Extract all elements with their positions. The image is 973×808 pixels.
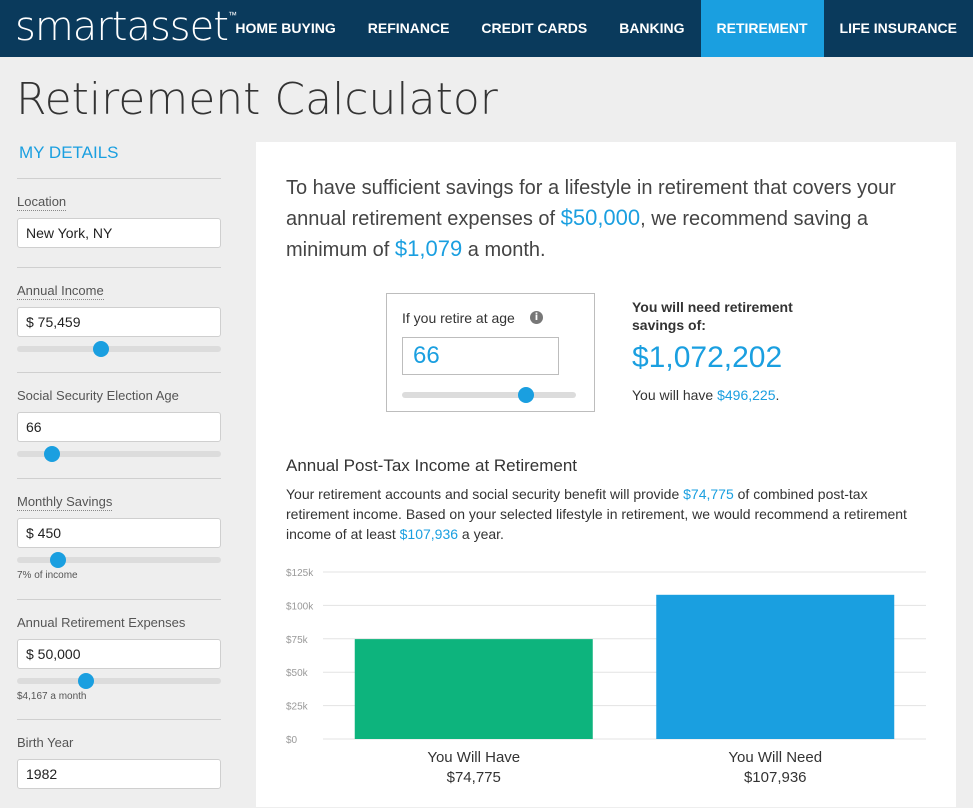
birth-year-label: Birth Year xyxy=(17,735,74,750)
slider-knob[interactable] xyxy=(517,387,534,403)
annual-income-field: Annual Income xyxy=(17,267,221,372)
y-tick-label: $75k xyxy=(286,635,309,646)
ss-age-label: Social Security Election Age xyxy=(17,388,179,403)
ss-age-field: Social Security Election Age xyxy=(17,372,221,478)
retirement-expenses-label: Annual Retirement Expenses xyxy=(17,615,186,630)
info-icon[interactable]: i xyxy=(530,311,543,324)
y-tick-label: $50k xyxy=(286,668,309,679)
slider-track xyxy=(402,392,576,398)
monthly-savings-field: Monthly Savings 7% of income xyxy=(17,478,221,599)
summary-expenses: $50,000 xyxy=(560,205,641,230)
monthly-savings-label: Monthly Savings xyxy=(17,494,113,511)
summary-text: a month. xyxy=(462,239,546,261)
ss-age-slider[interactable] xyxy=(17,444,221,462)
results-panel: To have sufficient savings for a lifesty… xyxy=(256,142,956,807)
will-have-text: . xyxy=(775,387,780,403)
nav-item-banking[interactable]: BANKING xyxy=(619,20,685,36)
retire-age-box: If you retire at age i xyxy=(386,293,595,412)
annual-income-input[interactable] xyxy=(17,307,221,337)
nav-item-refinance[interactable]: REFINANCE xyxy=(367,20,450,36)
y-tick-label: $125k xyxy=(286,568,314,579)
retirement-expenses-slider[interactable] xyxy=(17,671,221,689)
y-tick-label: $0 xyxy=(286,735,298,746)
slider-track xyxy=(17,346,221,352)
nav-menu: HOME BUYING REFINANCE CREDIT CARDS BANKING R… xyxy=(219,0,973,57)
smartasset-logo[interactable]: smartasset™ xyxy=(15,4,237,50)
bar-you-will-have xyxy=(354,639,593,739)
need-savings-amount: $1,072,202 xyxy=(632,341,783,374)
will-have-line: You will have $496,225. xyxy=(632,387,779,403)
slider-knob[interactable] xyxy=(43,446,60,462)
my-details-heading: MY DETAILS xyxy=(19,143,119,162)
income-section-title: Annual Post-Tax Income at Retirement xyxy=(286,456,578,475)
slider-track xyxy=(17,678,221,684)
savings-percent-hint: 7% of income xyxy=(17,570,78,581)
x-category-label: You Will Have xyxy=(427,749,520,766)
slider-track xyxy=(17,557,221,563)
income-text: Your retirement accounts and social secu… xyxy=(286,486,684,502)
need-savings-title: You will need retirement savings of: xyxy=(632,299,793,333)
top-nav: smartasset™ HOME BUYING REFINANCE CREDIT C… xyxy=(0,0,973,57)
bar-value-label: $107,936 xyxy=(744,769,807,786)
slider-knob[interactable] xyxy=(78,673,95,689)
income-bar-chart: $0 $25k $50k $75k $100k $125k You Will Have $74… xyxy=(286,568,926,786)
retire-age-input[interactable] xyxy=(402,337,559,375)
y-tick-label: $100k xyxy=(286,601,314,612)
location-input[interactable] xyxy=(17,218,221,248)
summary-text: , we recommend saving a minimum of xyxy=(286,208,869,261)
monthly-expense-hint: $4,167 a month xyxy=(17,691,87,702)
slider-knob[interactable] xyxy=(49,552,66,568)
nav-item-retirement[interactable]: RETIREMENT xyxy=(700,0,824,57)
location-field: Location xyxy=(17,178,221,267)
annual-income-label: Annual Income xyxy=(17,283,104,300)
retire-age-slider[interactable] xyxy=(402,385,576,403)
location-label: Location xyxy=(17,194,67,211)
nav-item-life-insurance[interactable]: LIFE INSURANCE xyxy=(839,20,957,36)
page-title: Retirement Calculator xyxy=(16,74,498,125)
will-have-amount: $496,225 xyxy=(717,387,776,403)
income-text: of combined post-tax retirement income. … xyxy=(286,486,907,542)
bar-value-label: $74,775 xyxy=(447,769,501,786)
nav-item-home-buying[interactable]: HOME BUYING xyxy=(235,20,336,36)
y-tick-label: $25k xyxy=(286,702,309,713)
income-section-text: Your retirement accounts and social secu… xyxy=(286,484,926,544)
summary-monthly-savings: $1,079 xyxy=(394,236,463,261)
retire-age-label: If you retire at age xyxy=(402,310,515,326)
birth-year-field: Birth Year xyxy=(17,719,221,808)
monthly-savings-input[interactable] xyxy=(17,518,221,548)
summary-text: To have sufficient savings for a lifesty… xyxy=(286,177,896,230)
income-recommend-amount: $107,936 xyxy=(399,526,459,542)
bar-you-will-need xyxy=(656,594,895,739)
slider-knob[interactable] xyxy=(92,341,109,357)
slider-track xyxy=(17,451,221,457)
will-have-text: You will have xyxy=(632,387,718,403)
details-sidebar: MY DETAILS Location Annual Income Social… xyxy=(17,142,221,808)
birth-year-input[interactable] xyxy=(17,759,221,789)
savings-summary: To have sufficient savings for a lifesty… xyxy=(286,173,936,265)
monthly-savings-slider[interactable] xyxy=(17,550,221,568)
income-provide-amount: $74,775 xyxy=(683,486,734,502)
income-text: a year. xyxy=(458,526,504,542)
retirement-expenses-input[interactable] xyxy=(17,639,221,669)
annual-income-slider[interactable] xyxy=(17,339,221,357)
x-category-label: You Will Need xyxy=(728,749,822,766)
nav-item-credit-cards[interactable]: CREDIT CARDS xyxy=(481,20,588,36)
ss-age-input[interactable] xyxy=(17,412,221,442)
retirement-expenses-field: Annual Retirement Expenses $4,167 a mont… xyxy=(17,599,221,719)
